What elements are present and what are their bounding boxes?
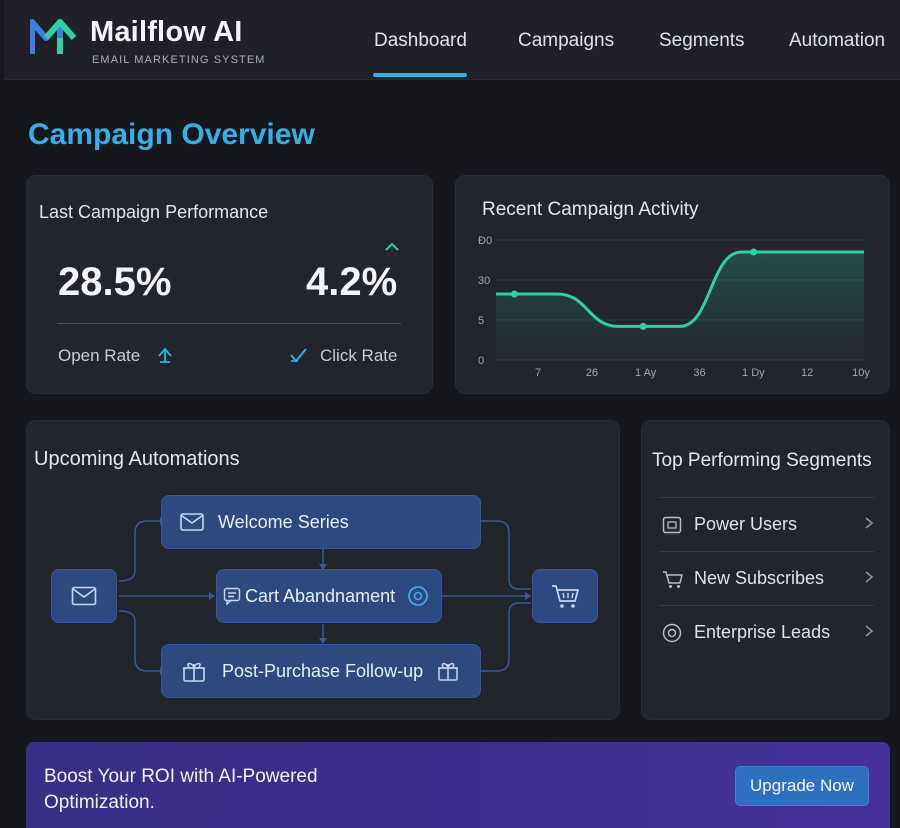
welcome-series-node[interactable]: Welcome Series (161, 495, 481, 549)
segments-card: Top Performing Segments Power Users New … (641, 420, 890, 720)
chevron-right-icon (865, 571, 874, 583)
click-rate-label: Click Rate (320, 346, 398, 365)
automations-card: Upcoming Automations (26, 420, 620, 720)
series-area (496, 252, 864, 360)
mail-icon (71, 586, 97, 606)
segment-label: New Subscribes (694, 568, 825, 588)
chevron-right-icon (865, 625, 874, 637)
data-point (639, 322, 647, 330)
brand-tagline: EMAIL MARKETING SYSTEM (92, 54, 266, 66)
square-icon (662, 516, 682, 534)
x-tick-label: 1 Ay (635, 367, 657, 379)
nav-segments[interactable]: Segments (659, 30, 745, 51)
y-tick-label: 5 (478, 315, 484, 327)
welcome-series-label: Welcome Series (218, 511, 349, 532)
post-purchase-node[interactable]: Post-Purchase Follow-up (161, 644, 481, 698)
brand-name: Mailflow AI (90, 16, 243, 48)
x-tick-label: 12 (801, 367, 813, 379)
nav-active-indicator (373, 73, 467, 77)
click-rate-value: 4.2% (306, 260, 398, 304)
message-icon (223, 587, 241, 605)
kpi-divider (57, 323, 401, 324)
goal-node[interactable] (532, 569, 598, 623)
activity-card: Recent Campaign Activity Ð0 30 5 0 7 26 1 Ay 36… (455, 175, 890, 394)
check-arrow-icon (290, 348, 307, 363)
segment-power-users[interactable]: Power Users (658, 497, 874, 551)
segment-new-subscribers[interactable]: New Subscribes (658, 551, 874, 605)
cart-abandonment-label: Cart Abandnament (245, 585, 396, 606)
data-point (510, 290, 518, 298)
y-tick-label: 30 (478, 275, 490, 287)
activity-line-chart: Ð0 30 5 0 7 26 1 Ay 36 1 Dy 12 10y (478, 235, 870, 379)
segments-title: Top Performing Segments (652, 450, 872, 471)
timer-icon (408, 586, 429, 606)
chevron-right-icon (865, 517, 874, 529)
y-tick-label: Ð0 (478, 235, 492, 247)
trigger-node[interactable] (51, 569, 117, 623)
page-title: Campaign Overview (28, 118, 315, 151)
x-tick-label: 1 Dy (742, 367, 765, 379)
chevron-up-icon (385, 242, 399, 251)
nav-dashboard[interactable]: Dashboard (374, 30, 467, 51)
x-tick-label: 10y (852, 367, 870, 379)
upgrade-now-button[interactable]: Upgrade Now (735, 766, 869, 806)
upgrade-banner: Boost Your ROI with AI-Powered Optimizat… (26, 742, 890, 828)
cart-icon (663, 571, 683, 588)
segment-label: Enterprise Leads (694, 622, 831, 642)
mail-icon (180, 513, 204, 531)
gift-icon (438, 662, 459, 681)
automations-title: Upcoming Automations (34, 448, 240, 470)
circle-target-icon (662, 623, 682, 643)
x-tick-label: 7 (535, 367, 541, 379)
activity-title: Recent Campaign Activity (482, 199, 699, 220)
banner-text: Boost Your ROI with AI-Powered Optimizat… (44, 766, 318, 813)
segment-label: Power Users (694, 514, 798, 534)
nav-campaigns[interactable]: Campaigns (518, 30, 615, 51)
open-rate-value: 28.5% (58, 260, 172, 304)
top-header: Mailflow AI EMAIL MARKETING SYSTEM Dashb… (4, 0, 900, 80)
y-tick-label: 0 (478, 355, 484, 367)
trend-up-icon (158, 347, 172, 363)
open-rate-label: Open Rate (58, 346, 141, 365)
data-point (750, 248, 758, 256)
nav-automation[interactable]: Automation (789, 30, 886, 51)
x-tick-label: 26 (586, 367, 598, 379)
performance-card: Last Campaign Performance 28.5% 4.2% Ope… (26, 175, 433, 394)
segment-enterprise-leads[interactable]: Enterprise Leads (658, 605, 874, 659)
mailflow-logo-icon (30, 19, 77, 54)
post-purchase-label: Post-Purchase Follow-up (222, 660, 424, 681)
performance-title: Last Campaign Performance (39, 202, 269, 222)
cart-icon (552, 585, 579, 608)
series-line (496, 250, 864, 328)
cart-abandonment-node[interactable]: Cart Abandnament (216, 569, 442, 623)
x-tick-label: 36 (693, 367, 705, 379)
gift-icon (183, 662, 205, 682)
